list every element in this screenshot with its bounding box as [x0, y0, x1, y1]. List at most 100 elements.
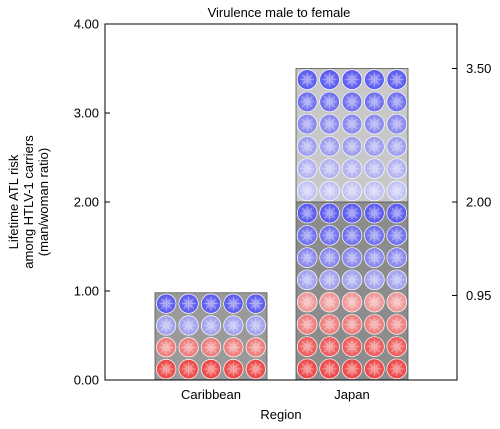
marker-spokes [299, 361, 315, 377]
marker-spokes [322, 94, 338, 110]
marker-spokes [322, 138, 338, 154]
marker-spokes [344, 339, 360, 355]
y-tick-label: 1.00 [74, 284, 99, 299]
bar-segment [295, 68, 409, 203]
marker-spokes [389, 205, 405, 221]
marker-spokes [389, 94, 405, 110]
marker-spokes [389, 272, 405, 288]
marker-spokes [366, 205, 382, 221]
x-tick-label-caribbean: Caribbean [181, 387, 241, 402]
marker-spokes [226, 361, 241, 377]
marker-spokes [344, 116, 360, 132]
marker-spokes [203, 318, 219, 333]
marker-spokes [366, 94, 382, 110]
marker-spokes [299, 205, 315, 221]
marker-spokes [322, 361, 338, 377]
chart-title: Virulence male to female [208, 5, 351, 20]
marker-spokes [322, 227, 338, 243]
marker-spokes [389, 183, 405, 199]
y-axis-label-line-3: (man/woman ratio) [36, 148, 51, 256]
marker-spokes [366, 294, 382, 310]
marker-spokes [344, 227, 360, 243]
bar-caribbean: Caribbean [154, 292, 268, 402]
right-tick-label: 2.00 [466, 195, 491, 210]
marker-spokes [181, 296, 196, 311]
marker-spokes [299, 339, 315, 355]
marker-spokes [344, 183, 360, 199]
marker-spokes [299, 138, 315, 154]
y-tick-label: 0.00 [74, 373, 99, 388]
marker-spokes [322, 272, 338, 288]
marker-spokes [299, 316, 315, 332]
marker-spokes [344, 316, 360, 332]
marker-spokes [299, 161, 315, 177]
marker-spokes [181, 340, 196, 355]
marker-spokes [344, 161, 360, 177]
marker-spokes [366, 339, 382, 355]
marker-spokes [344, 138, 360, 154]
y-axis-label: Lifetime ATL risk among HTLV-1 carriers … [6, 135, 51, 269]
marker-spokes [366, 361, 382, 377]
bar-japan: Japan [295, 68, 409, 402]
right-tick-label: 3.50 [466, 61, 491, 76]
y-tick-label: 4.00 [74, 17, 99, 32]
marker-spokes [299, 250, 315, 266]
y-axis-label-line-1: Lifetime ATL risk [6, 154, 21, 249]
marker-spokes [226, 340, 241, 355]
marker-spokes [389, 161, 405, 177]
marker-spokes [344, 272, 360, 288]
marker-spokes [299, 227, 315, 243]
marker-spokes [203, 340, 219, 355]
marker-spokes [344, 94, 360, 110]
marker-spokes [158, 340, 174, 355]
marker-spokes [158, 318, 174, 333]
marker-spokes [389, 227, 405, 243]
marker-spokes [344, 294, 360, 310]
marker-spokes [366, 72, 382, 88]
marker-spokes [322, 183, 338, 199]
marker-spokes [226, 318, 241, 333]
marker-spokes [389, 116, 405, 132]
marker-spokes [366, 183, 382, 199]
marker-spokes [366, 316, 382, 332]
marker-spokes [226, 296, 241, 311]
marker-spokes [389, 316, 405, 332]
marker-spokes [389, 339, 405, 355]
marker-spokes [299, 94, 315, 110]
y-tick-label: 3.00 [74, 106, 99, 121]
marker-spokes [366, 138, 382, 154]
y-axis-label-line-2: among HTLV-1 carriers [21, 135, 36, 269]
marker-spokes [389, 294, 405, 310]
marker-spokes [322, 339, 338, 355]
marker-spokes [322, 294, 338, 310]
marker-spokes [299, 72, 315, 88]
marker-spokes [158, 361, 174, 377]
marker-spokes [181, 361, 196, 377]
marker-spokes [322, 205, 338, 221]
right-tick-label: 0.95 [466, 288, 491, 303]
marker-spokes [366, 227, 382, 243]
marker-spokes [158, 296, 174, 311]
marker-spokes [248, 340, 264, 355]
marker-spokes [344, 205, 360, 221]
marker-spokes [322, 316, 338, 332]
marker-spokes [366, 161, 382, 177]
marker-spokes [389, 72, 405, 88]
marker-spokes [389, 138, 405, 154]
bars-layer: Caribbean Japan [154, 68, 409, 402]
marker-spokes [344, 361, 360, 377]
axes-layer: 0.00 1.00 2.00 3.00 4.00 0.95 2.00 3.50 [74, 17, 492, 388]
marker-spokes [299, 272, 315, 288]
marker-spokes [366, 272, 382, 288]
marker-spokes [344, 250, 360, 266]
marker-spokes [366, 116, 382, 132]
marker-spokes [203, 361, 219, 377]
marker-spokes [248, 318, 264, 333]
marker-spokes [248, 296, 264, 311]
marker-spokes [389, 361, 405, 377]
marker-spokes [322, 161, 338, 177]
marker-spokes [322, 116, 338, 132]
marker-spokes [322, 250, 338, 266]
